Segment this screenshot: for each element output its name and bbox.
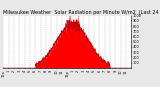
Text: Milwaukee Weather  Solar Radiation per Minute W/m2  (Last 24 Hours): Milwaukee Weather Solar Radiation per Mi… [3,10,160,15]
